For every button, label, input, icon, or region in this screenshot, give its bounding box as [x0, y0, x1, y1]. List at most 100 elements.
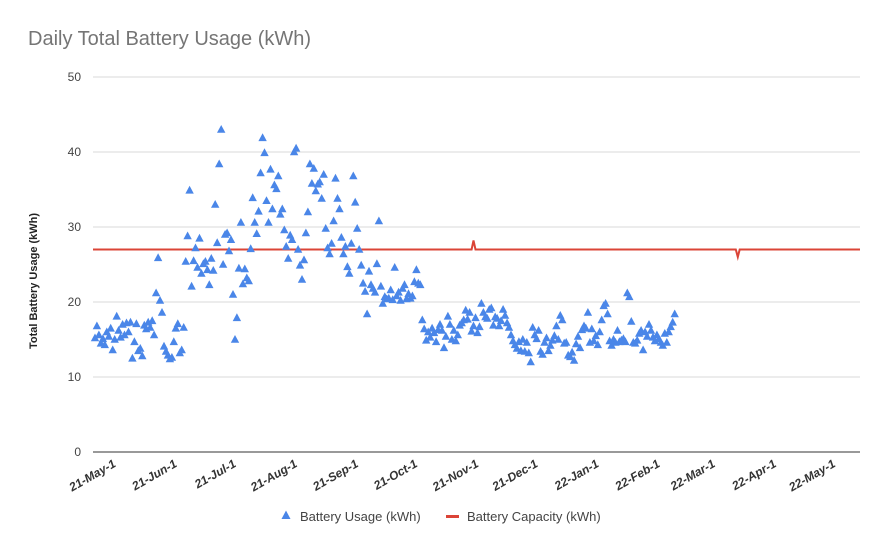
usage-point: [341, 242, 350, 250]
y-tick-label: 0: [74, 445, 81, 459]
usage-point: [666, 322, 675, 331]
usage-point: [418, 315, 427, 324]
usage-point: [514, 337, 524, 346]
capacity-line-layer: [93, 240, 860, 261]
usage-point: [439, 343, 449, 352]
x-tick-label: 22-Jan-1: [551, 456, 601, 493]
y-tick-label: 40: [68, 145, 82, 159]
usage-point: [589, 336, 598, 345]
usage-point: [575, 343, 585, 352]
usage-point: [465, 308, 474, 316]
usage-point: [311, 186, 320, 195]
usage-point: [295, 260, 305, 269]
usage-point: [148, 316, 157, 325]
usage-point: [670, 309, 679, 318]
usage-point: [159, 341, 169, 350]
usage-point: [301, 228, 311, 237]
usage-point: [477, 299, 486, 307]
usage-point: [293, 245, 303, 253]
usage-point: [613, 326, 622, 334]
usage-point: [280, 225, 289, 234]
usage-point: [597, 315, 606, 324]
usage-point: [256, 168, 265, 177]
usage-point: [260, 148, 269, 157]
usage-point: [473, 328, 482, 337]
usage-point: [662, 338, 671, 346]
capacity-line: [93, 240, 860, 261]
usage-point: [244, 276, 253, 285]
usage-point: [524, 348, 533, 357]
usage-point: [218, 260, 228, 268]
usage-point: [337, 233, 346, 241]
usage-point: [593, 340, 602, 349]
usage-point: [357, 260, 366, 269]
usage-point: [558, 315, 567, 324]
usage-point: [451, 336, 460, 345]
usage-point: [169, 337, 178, 346]
usage-point: [376, 281, 386, 290]
usage-point: [297, 275, 307, 283]
legend: Battery Usage (kWh) Battery Capacity (kW…: [281, 509, 601, 524]
x-tick-label: 21-Jun-1: [129, 456, 180, 493]
usage-point: [390, 263, 399, 271]
usage-point: [90, 333, 100, 342]
usage-point: [213, 238, 222, 247]
usage-point: [528, 323, 537, 331]
usage-point: [185, 185, 194, 194]
legend-capacity-label: Battery Capacity (kWh): [467, 509, 601, 524]
usage-point: [573, 332, 583, 340]
usage-point: [226, 235, 236, 243]
usage-point: [429, 328, 439, 337]
usage-point: [217, 125, 226, 133]
usage-point: [207, 254, 216, 262]
usage-point: [321, 224, 330, 232]
usage-point: [658, 341, 667, 349]
usage-point: [595, 327, 604, 336]
usage-point: [315, 177, 324, 186]
legend-usage-marker: [281, 510, 291, 519]
usage-point: [274, 171, 283, 180]
x-tick-label: 21-May-1: [66, 456, 119, 494]
usage-point: [443, 311, 453, 320]
usage-point: [309, 164, 318, 172]
usage-point: [483, 314, 492, 322]
usage-point: [441, 332, 451, 340]
usage-point: [372, 259, 382, 268]
usage-point: [627, 317, 636, 325]
y-tick-label: 10: [68, 370, 82, 384]
usage-point: [343, 262, 352, 271]
usage-point: [554, 335, 563, 343]
usage-point: [167, 353, 177, 361]
usage-point: [329, 216, 338, 225]
usage-point: [317, 194, 326, 202]
usage-point: [467, 326, 476, 335]
usage-point: [211, 200, 220, 208]
usage-point: [353, 224, 362, 232]
usage-point: [566, 352, 575, 361]
usage-point: [496, 316, 506, 325]
usage-point: [374, 216, 384, 225]
usage-point: [664, 327, 673, 336]
usage-point: [319, 170, 328, 178]
y-tick-label: 20: [68, 295, 82, 309]
usage-point: [240, 264, 249, 273]
usage-point: [378, 299, 387, 307]
usage-point: [224, 246, 234, 255]
usage-point: [638, 345, 648, 354]
usage-point: [173, 319, 182, 328]
usage-point: [276, 209, 285, 218]
x-tick-label: 21-Jul-1: [191, 456, 238, 491]
usage-point: [487, 303, 496, 312]
usage-point: [222, 228, 232, 237]
usage-point: [538, 350, 547, 358]
usage-point: [587, 324, 596, 333]
usage-point: [177, 345, 186, 354]
usage-point: [400, 280, 409, 289]
usage-point: [495, 321, 504, 330]
usage-points-layer: [90, 125, 679, 366]
usage-point: [193, 263, 202, 271]
usage-point: [264, 218, 273, 226]
usage-point: [422, 335, 431, 344]
usage-point: [500, 311, 510, 319]
